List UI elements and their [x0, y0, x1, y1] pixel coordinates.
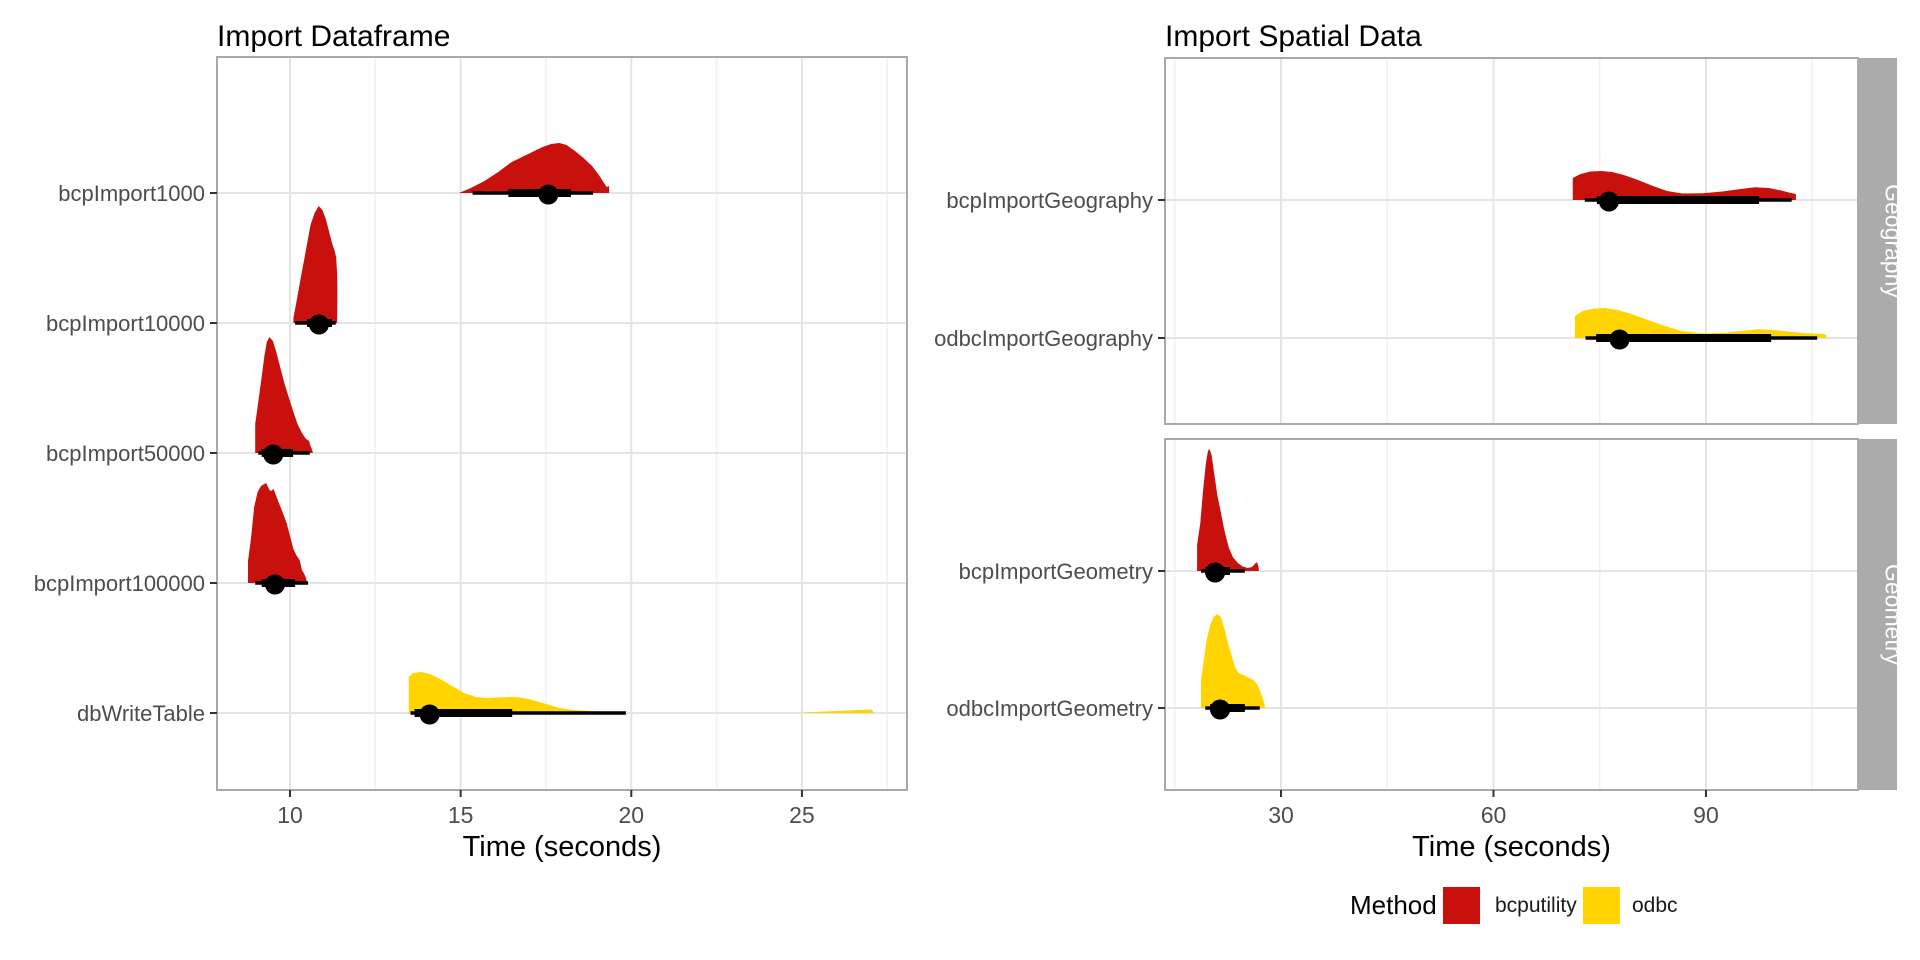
- facet-panel-geometry: bcpImportGeometry odbcImportGeometry Geome…: [946, 438, 1907, 791]
- violin-bcpImport10000: [293, 206, 338, 323]
- y-axis-label-bcpImport50000: bcpImport50000: [46, 441, 205, 466]
- y-axis-label-bcpImport10000: bcpImport10000: [46, 311, 205, 336]
- x-tick-label-60: 60: [1481, 802, 1507, 828]
- x-tick-label-90: 90: [1693, 802, 1719, 828]
- facet-strip-label-geometry: Geometry: [1881, 564, 1907, 665]
- violin-bcpImport100000: [248, 483, 308, 583]
- median-point-bcpImport100000: [264, 574, 285, 595]
- y-axis-label-dbWriteTable: dbWriteTable: [77, 701, 205, 726]
- median-point-odbcImportGeography: [1609, 329, 1630, 350]
- panel-background: [1165, 439, 1858, 790]
- median-point-bcpImportGeometry: [1205, 562, 1226, 583]
- violin-odbcImportGeometry: [1201, 614, 1265, 708]
- legend-swatch-bcputility: [1443, 887, 1480, 924]
- violin-bcpImportGeography: [1572, 171, 1796, 200]
- panel-border: [216, 56, 908, 791]
- x-tick-label-15: 15: [448, 802, 474, 828]
- median-point-bcpImportGeography: [1598, 191, 1619, 212]
- chart-title-import-dataframe: Import Dataframe: [217, 20, 450, 53]
- legend-swatch-odbc: [1583, 887, 1620, 924]
- violin-bcpImportGeometry: [1197, 449, 1259, 571]
- violin-dbWriteTable: [408, 672, 610, 713]
- x-tick-label-25: 25: [789, 802, 815, 828]
- import-spatial-data-chart: bcpImportGeography odbcImportGeography Geo…: [934, 20, 1906, 863]
- facet-strip-geometry: [1858, 439, 1897, 790]
- median-point-bcpImport10000: [309, 314, 330, 335]
- y-axis-label-bcpImportGeography: bcpImportGeography: [946, 188, 1153, 213]
- y-axis-label-odbcImportGeography: odbcImportGeography: [934, 326, 1153, 351]
- facet-strip-geography: [1858, 58, 1897, 424]
- facet-strip-label-geography: Geography: [1881, 184, 1907, 298]
- median-point-bcpImport50000: [263, 444, 284, 465]
- x-axis-title: Time (seconds): [463, 831, 662, 863]
- violin-bcpImport1000: [458, 143, 610, 193]
- import-dataframe-chart: bcpImport1000 bcpImport10000 bcpImport5000…: [34, 20, 908, 863]
- panel-background: [1165, 58, 1858, 424]
- y-axis-label-odbcImportGeometry: odbcImportGeometry: [946, 696, 1153, 721]
- x-tick-label-30: 30: [1268, 802, 1294, 828]
- median-point-odbcImportGeometry: [1210, 699, 1231, 720]
- legend-label-bcputility: bcputility: [1495, 894, 1577, 917]
- y-axis-label-bcpImport100000: bcpImport100000: [34, 571, 205, 596]
- x-tick-label-10: 10: [277, 802, 303, 828]
- legend: Method bcputility odbc: [1350, 887, 1678, 924]
- facet-panel-geography: bcpImportGeography odbcImportGeography Geo…: [934, 57, 1907, 425]
- violin-odbcImportGeography: [1574, 308, 1827, 338]
- median-point-bcpImport1000: [538, 184, 559, 205]
- x-axis-title: Time (seconds): [1412, 831, 1611, 863]
- legend-label-odbc: odbc: [1632, 894, 1678, 917]
- violin-outlier-dbWriteTable: [800, 709, 874, 713]
- y-axis-label-bcpImportGeometry: bcpImportGeometry: [959, 559, 1153, 584]
- y-axis-label-bcpImport1000: bcpImport1000: [58, 181, 205, 206]
- x-tick-label-20: 20: [619, 802, 645, 828]
- chart-title-import-spatial-data: Import Spatial Data: [1165, 20, 1422, 53]
- legend-title: Method: [1350, 890, 1437, 920]
- median-point-dbWriteTable: [419, 704, 440, 725]
- violin-bcpImport50000: [255, 337, 313, 453]
